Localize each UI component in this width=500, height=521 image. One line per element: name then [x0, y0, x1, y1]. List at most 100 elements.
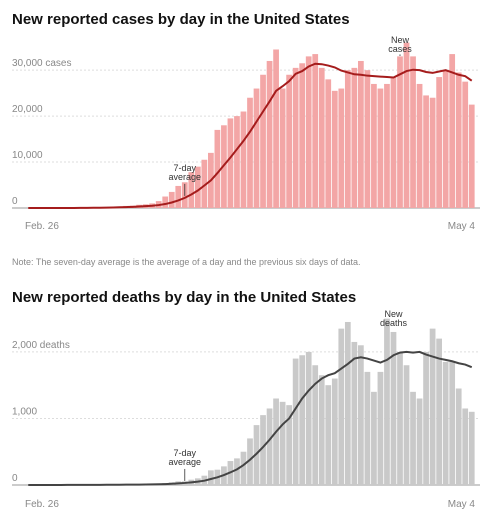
- bar: [240, 111, 247, 208]
- chart-title: New reported deaths by day in the United…: [12, 289, 356, 306]
- bar: [331, 90, 338, 208]
- annotation-box: New cases: [388, 35, 412, 54]
- bar: [371, 83, 377, 208]
- bar: [455, 388, 462, 485]
- bar: [403, 42, 410, 209]
- bar: [312, 54, 319, 208]
- bar: [273, 398, 279, 485]
- bar: [286, 405, 292, 485]
- bar: [266, 408, 273, 485]
- bar: [253, 88, 260, 208]
- bar: [344, 70, 351, 208]
- bar: [338, 328, 345, 485]
- bar: [292, 358, 299, 485]
- bar: [175, 185, 182, 208]
- bar: [266, 60, 273, 208]
- bar: [423, 95, 429, 208]
- bar: [455, 72, 462, 208]
- bar: [318, 375, 325, 485]
- bar: [429, 328, 436, 485]
- bar: [260, 74, 266, 208]
- bar: [208, 470, 214, 485]
- bar: [214, 129, 221, 208]
- bar: [273, 49, 279, 209]
- bar: [436, 338, 442, 485]
- bar: [325, 79, 332, 208]
- bar: [436, 77, 442, 209]
- y-tick-label: 10,000: [12, 150, 43, 161]
- series-label: 7-day average: [168, 162, 202, 182]
- annotation-box: 7-day average: [168, 162, 202, 182]
- bar: [292, 67, 299, 208]
- bar: [442, 70, 449, 208]
- bar: [358, 60, 364, 208]
- x-tick-label: Feb. 26: [25, 499, 59, 510]
- x-tick-label: May 4: [448, 221, 476, 232]
- bar: [390, 331, 397, 485]
- bar: [247, 97, 253, 208]
- annotation-box: 7-day average: [168, 447, 202, 467]
- y-tick-label: 30,000 cases: [12, 58, 72, 69]
- bar: [305, 56, 312, 208]
- bar: [299, 63, 306, 209]
- bar: [299, 355, 306, 485]
- bar: [442, 361, 449, 485]
- bar: [318, 67, 325, 208]
- x-tick-label: Feb. 26: [25, 221, 59, 232]
- bar: [188, 172, 195, 208]
- bar: [410, 391, 416, 485]
- bar: [449, 54, 456, 208]
- bar: [384, 83, 390, 208]
- bar: [416, 83, 423, 208]
- bar: [344, 321, 351, 485]
- bar: [364, 70, 371, 208]
- y-tick-label: 0: [12, 473, 18, 484]
- bar: [331, 378, 338, 485]
- bar: [338, 88, 345, 208]
- bar: [227, 118, 234, 208]
- bar: [358, 345, 364, 485]
- bar: [468, 411, 475, 485]
- bar: [305, 351, 312, 485]
- bar: [423, 351, 429, 485]
- bar: [416, 398, 423, 485]
- bar: [462, 408, 469, 485]
- bar: [286, 74, 292, 208]
- bar: [279, 401, 286, 485]
- bar: [384, 318, 390, 485]
- x-tick-label: May 4: [448, 499, 476, 510]
- y-tick-label: 20,000: [12, 104, 43, 115]
- bar: [201, 159, 208, 208]
- bar: [234, 116, 240, 208]
- bar: [397, 56, 403, 208]
- bar: [162, 196, 169, 208]
- average-line: [28, 62, 473, 209]
- bar: [364, 371, 371, 485]
- note: Note: The seven-day average is the avera…: [12, 257, 361, 267]
- bar: [390, 77, 397, 209]
- chart-title: New reported cases by day in the United …: [12, 11, 350, 28]
- y-tick-label: 0: [12, 196, 18, 207]
- bar: [312, 365, 319, 485]
- bar: [260, 415, 266, 485]
- bar: [377, 371, 384, 485]
- average-line: [28, 350, 473, 486]
- series-label: New cases: [388, 35, 412, 54]
- series-label: New deaths: [379, 309, 407, 328]
- bar: [279, 88, 286, 208]
- bar: [247, 438, 253, 485]
- bar: [325, 385, 332, 485]
- bar: [429, 97, 436, 208]
- bar: [240, 451, 247, 485]
- y-tick-label: 1,000: [12, 406, 37, 417]
- bar: [449, 361, 456, 485]
- bar: [462, 81, 469, 208]
- bar: [377, 88, 384, 208]
- bar: [410, 56, 416, 208]
- bar: [194, 166, 201, 208]
- annotation-box: New deaths: [379, 309, 407, 328]
- bar: [371, 391, 377, 485]
- series-label: 7-day average: [168, 447, 202, 467]
- bar: [168, 191, 175, 208]
